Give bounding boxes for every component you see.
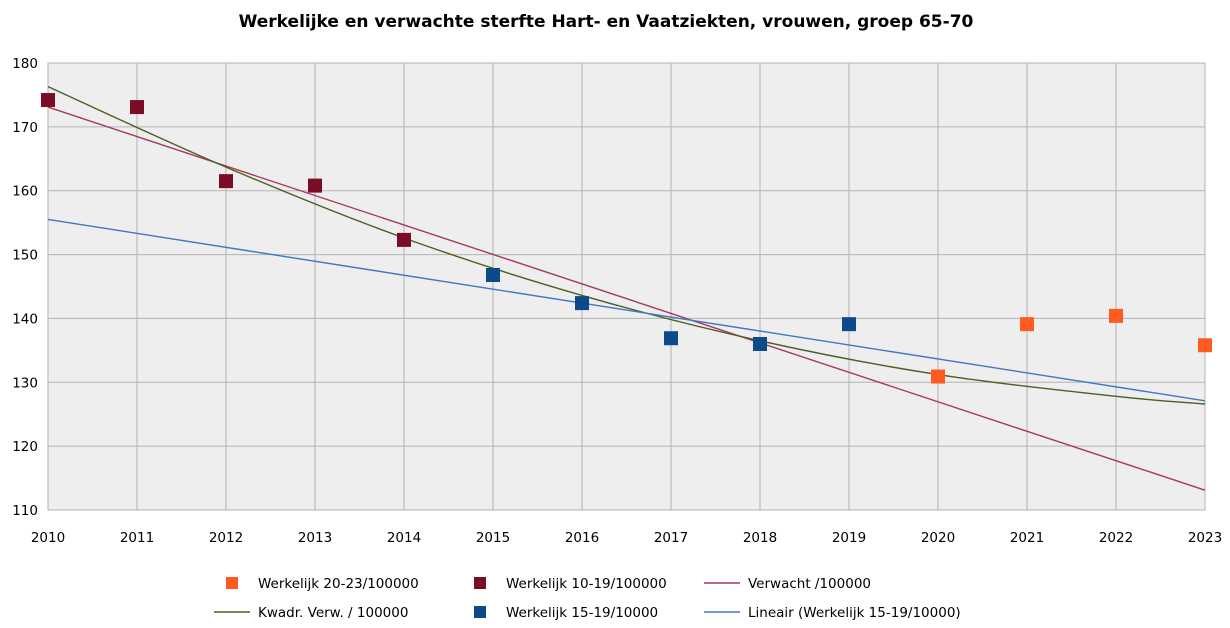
x-tick-label: 2012 [209,530,243,546]
y-tick-label: 160 [12,184,38,200]
y-tick-label: 130 [12,375,38,391]
legend-label: Werkelijk 20-23/100000 [258,576,419,592]
x-tick-label: 2022 [1099,530,1133,546]
data-point [219,174,233,189]
y-tick-label: 170 [12,120,38,136]
chart-title: Werkelijke en verwachte sterfte Hart- en… [239,12,974,32]
data-point [130,100,144,115]
x-tick-label: 2019 [832,530,866,546]
series-line [47,218,1206,402]
x-tick-label: 2017 [654,530,688,546]
data-point [753,336,767,351]
x-tick-label: 2021 [1010,530,1044,546]
legend-label: Kwadr. Verw. / 100000 [258,605,408,621]
series-line [47,106,1206,491]
y-tick-label: 110 [12,503,38,519]
data-point [1109,308,1123,323]
legend-marker [226,577,238,589]
x-tick-label: 2010 [31,530,65,546]
legend-marker [474,606,486,618]
y-tick-label: 140 [12,311,38,327]
data-point [664,331,678,346]
legend-marker [474,577,486,589]
x-tick-label: 2014 [387,530,421,546]
axis-ticks: 2010 2011 2012 2013 2014 2015 2016 2017 2018 2019… [12,56,1222,546]
x-tick-label: 2023 [1188,530,1222,546]
x-tick-label: 2016 [565,530,599,546]
data-point [486,268,500,283]
data-points [41,93,1212,384]
gridlines [47,62,1206,511]
y-tick-label: 150 [12,248,38,264]
legend: Werkelijk 20-23/100000 Werkelijk 10-19/10… [214,576,961,621]
x-tick-label: 2011 [120,530,154,546]
legend-label: Verwacht /100000 [748,576,871,592]
data-point [41,93,55,108]
legend-label: Werkelijk 15-19/10000 [506,605,658,621]
data-point [308,178,322,193]
x-tick-label: 2020 [921,530,955,546]
y-tick-label: 120 [12,439,38,455]
data-point [842,317,856,332]
data-point [397,232,411,247]
plot-area [47,62,1206,511]
x-tick-label: 2015 [476,530,510,546]
data-point [575,296,589,311]
data-point [1198,338,1212,353]
trend-lines [47,85,1206,491]
x-tick-label: 2013 [298,530,332,546]
y-tick-label: 180 [12,56,38,72]
legend-label: Lineair (Werkelijk 15-19/10000) [748,605,961,621]
data-point [931,369,945,384]
legend-label: Werkelijk 10-19/100000 [506,576,667,592]
data-point [1020,317,1034,332]
x-tick-label: 2018 [743,530,777,546]
